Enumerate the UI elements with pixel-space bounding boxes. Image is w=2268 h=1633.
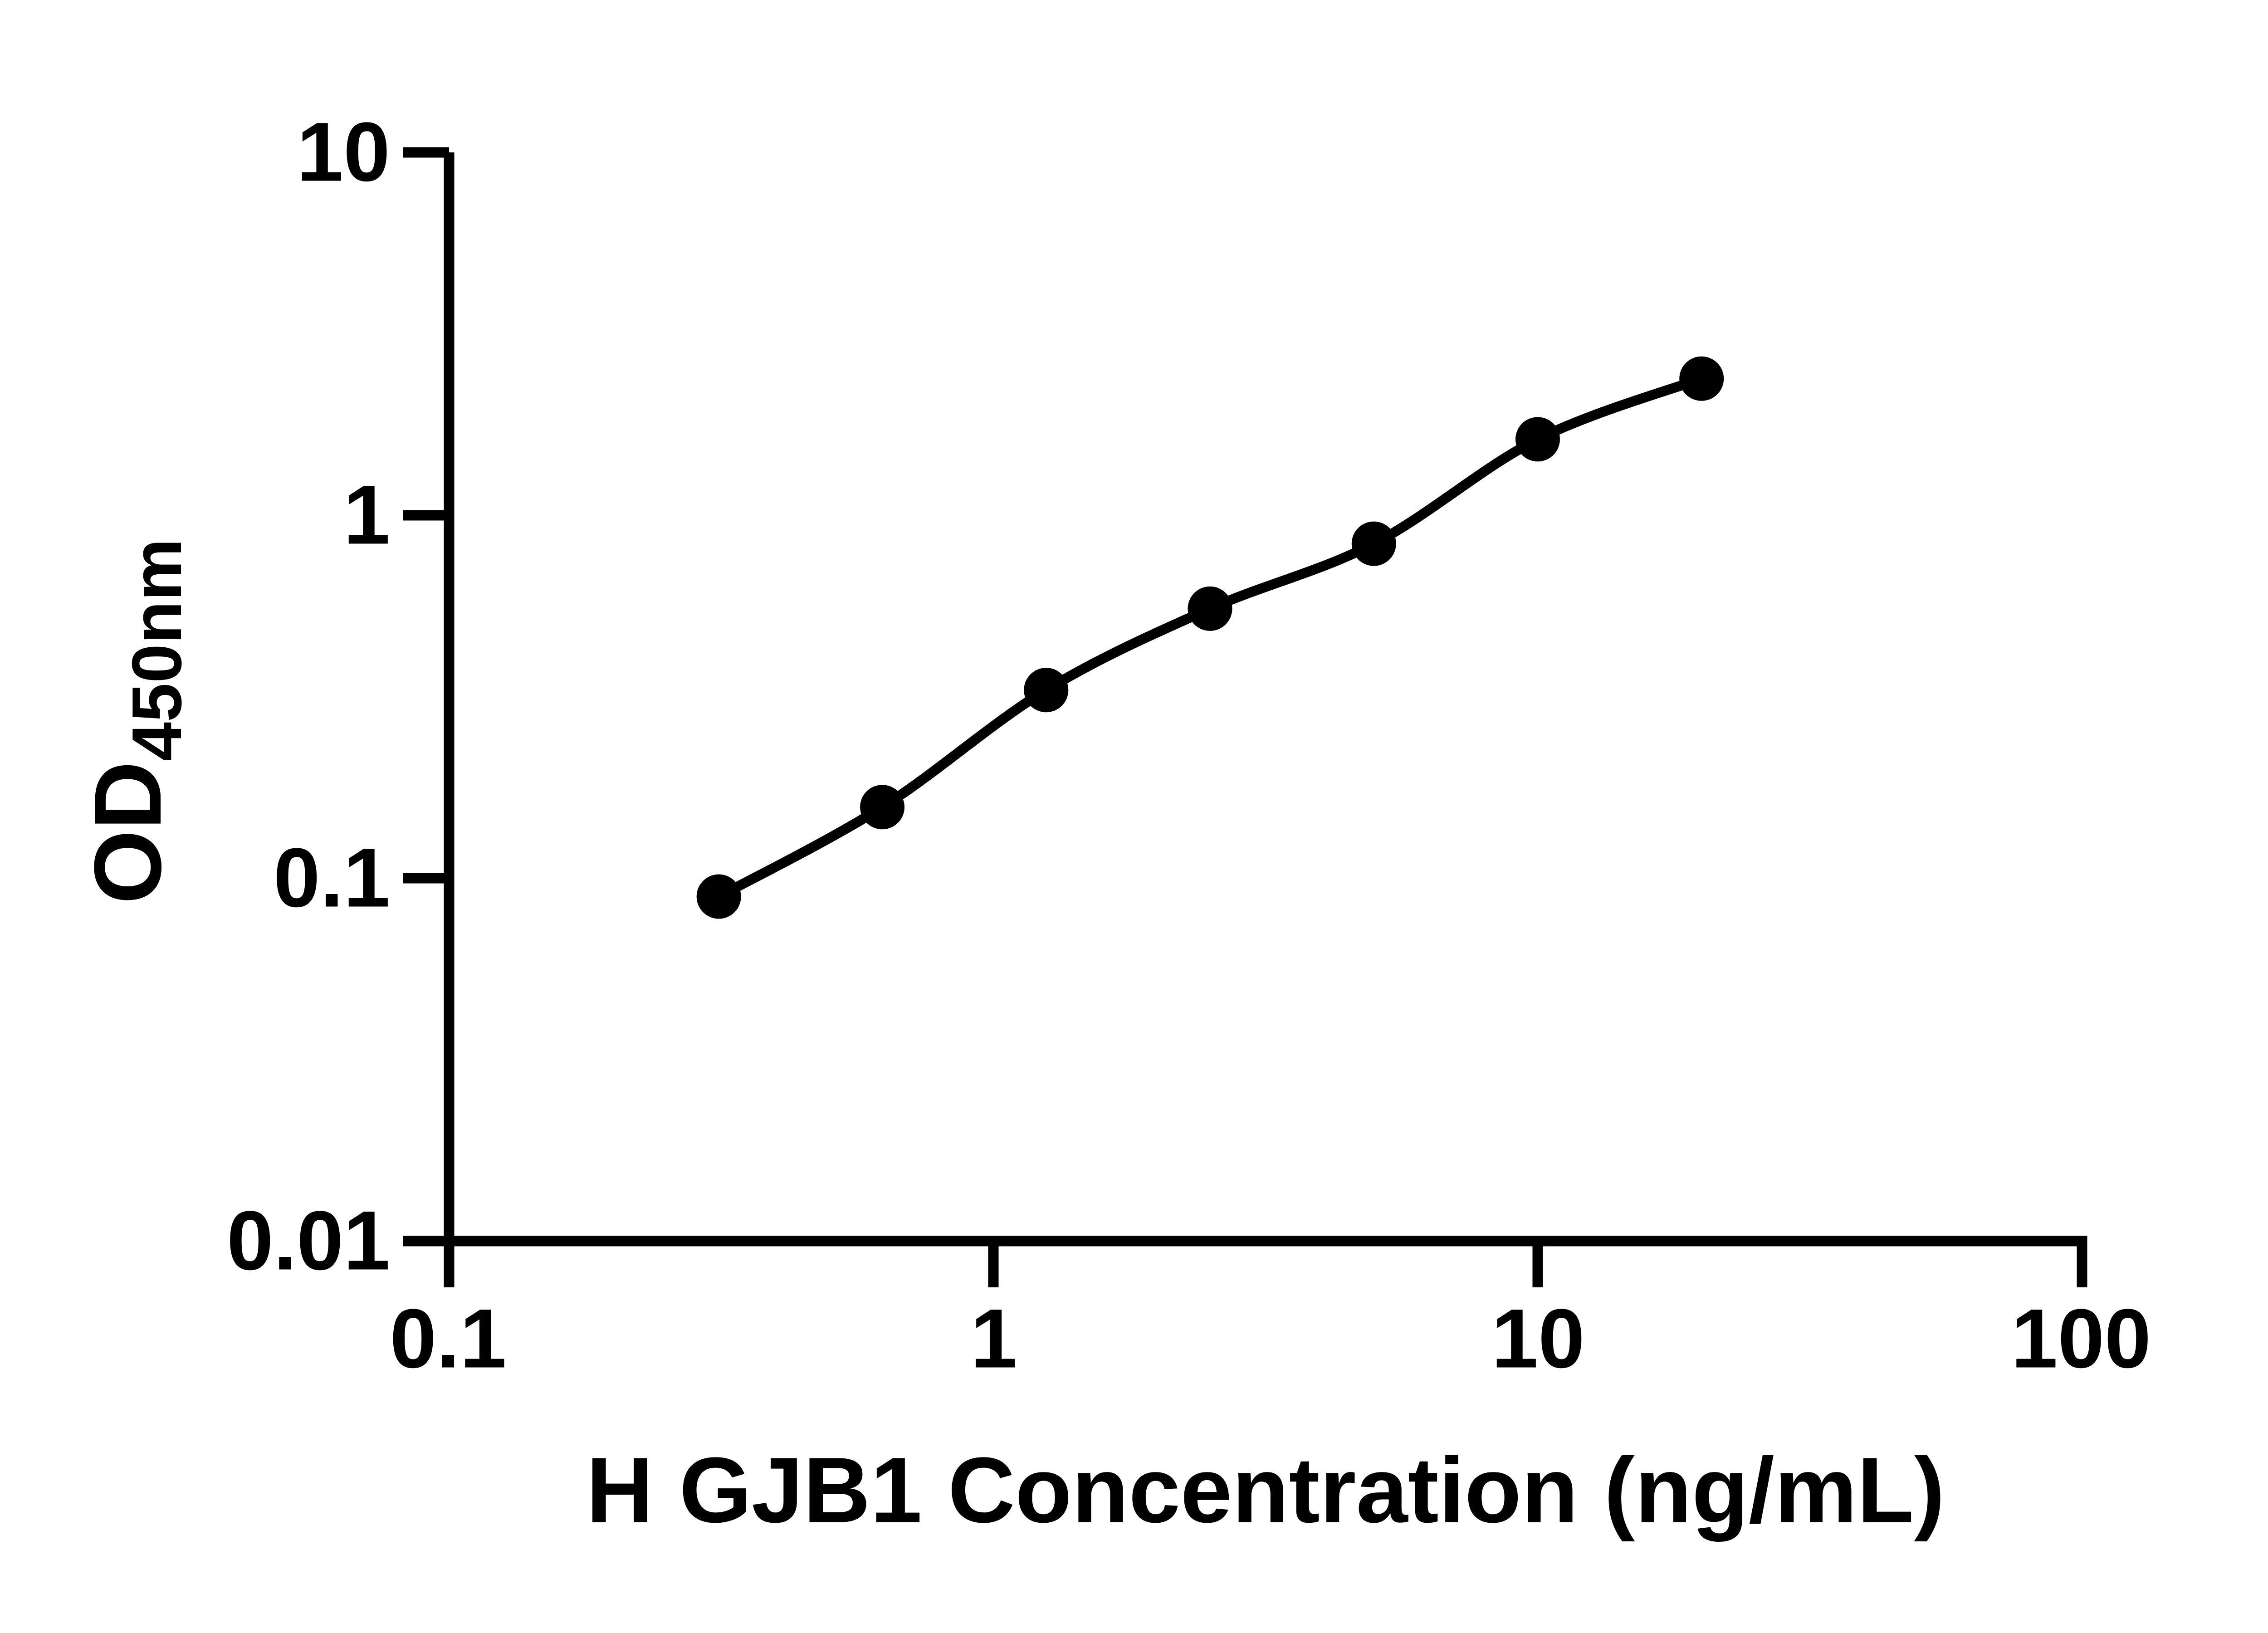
x-tick-label-100: 100 <box>2011 1292 2151 1386</box>
x-axis-title: H GJB1 Concentration (ng/mL) <box>586 1438 1945 1542</box>
x-tick-label-1: 1 <box>970 1292 1017 1386</box>
data-point <box>1515 417 1560 462</box>
data-point <box>1351 521 1396 566</box>
data-point <box>860 785 905 830</box>
data-point <box>696 874 741 919</box>
x-tick-label-10: 10 <box>1491 1292 1585 1386</box>
y-tick-label-10: 10 <box>297 105 390 199</box>
y-tick-label-0.01: 0.01 <box>226 1194 390 1288</box>
y-axis-title-subscript: 450nm <box>117 538 196 762</box>
y-axis-title-main: OD <box>74 761 181 905</box>
y-tick-label-0.1: 0.1 <box>273 831 390 925</box>
y-tick-label-1: 1 <box>343 468 390 562</box>
data-point <box>1679 356 1724 401</box>
data-point <box>1188 586 1232 631</box>
y-axis-title: OD450nm <box>74 538 196 904</box>
x-tick-label-0.1: 0.1 <box>390 1292 507 1386</box>
data-point <box>1024 668 1069 713</box>
